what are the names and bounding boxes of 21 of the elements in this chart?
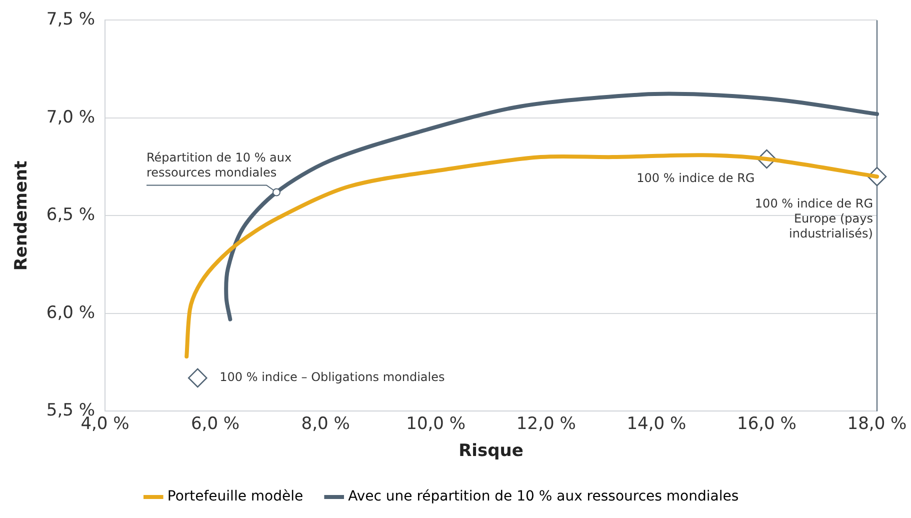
annotation: 100 % indice – Obligations mondiales (220, 370, 445, 384)
y-tick-label: 7,0 % (46, 107, 95, 128)
point (188, 368, 208, 388)
x-tick-label: 6,0 % (190, 414, 240, 434)
annotation: Répartition de 10 % aux ressources mondiales (146, 150, 292, 180)
y-tick-label: 6,0 % (46, 302, 95, 323)
y-tick-label: 7,5 % (46, 10, 95, 30)
x-tick-label: 10,0 % (406, 414, 466, 434)
point (272, 188, 280, 196)
annotation: 100 % indice de RG Europe (pays industrialisés) (754, 196, 873, 241)
annotation: 100 % indice de RG (636, 171, 755, 186)
legend-label: Portefeuille modèle (167, 488, 304, 505)
x-tick-label: 8,0 % (301, 414, 350, 434)
y-axis-title: Rendement (12, 160, 32, 271)
x-tick-label: 14,0 % (626, 414, 686, 434)
y-tick-label: 6,5 % (46, 205, 95, 226)
legend-label: Avec une répartition de 10 % aux ressources mondiales (348, 488, 739, 505)
x-tick-label: 12,0 % (516, 414, 576, 434)
x-tick-label: 16,0 % (737, 414, 796, 434)
x-axis-title: Risque (458, 441, 524, 462)
x-tick-label: 18,0 % (847, 414, 907, 434)
